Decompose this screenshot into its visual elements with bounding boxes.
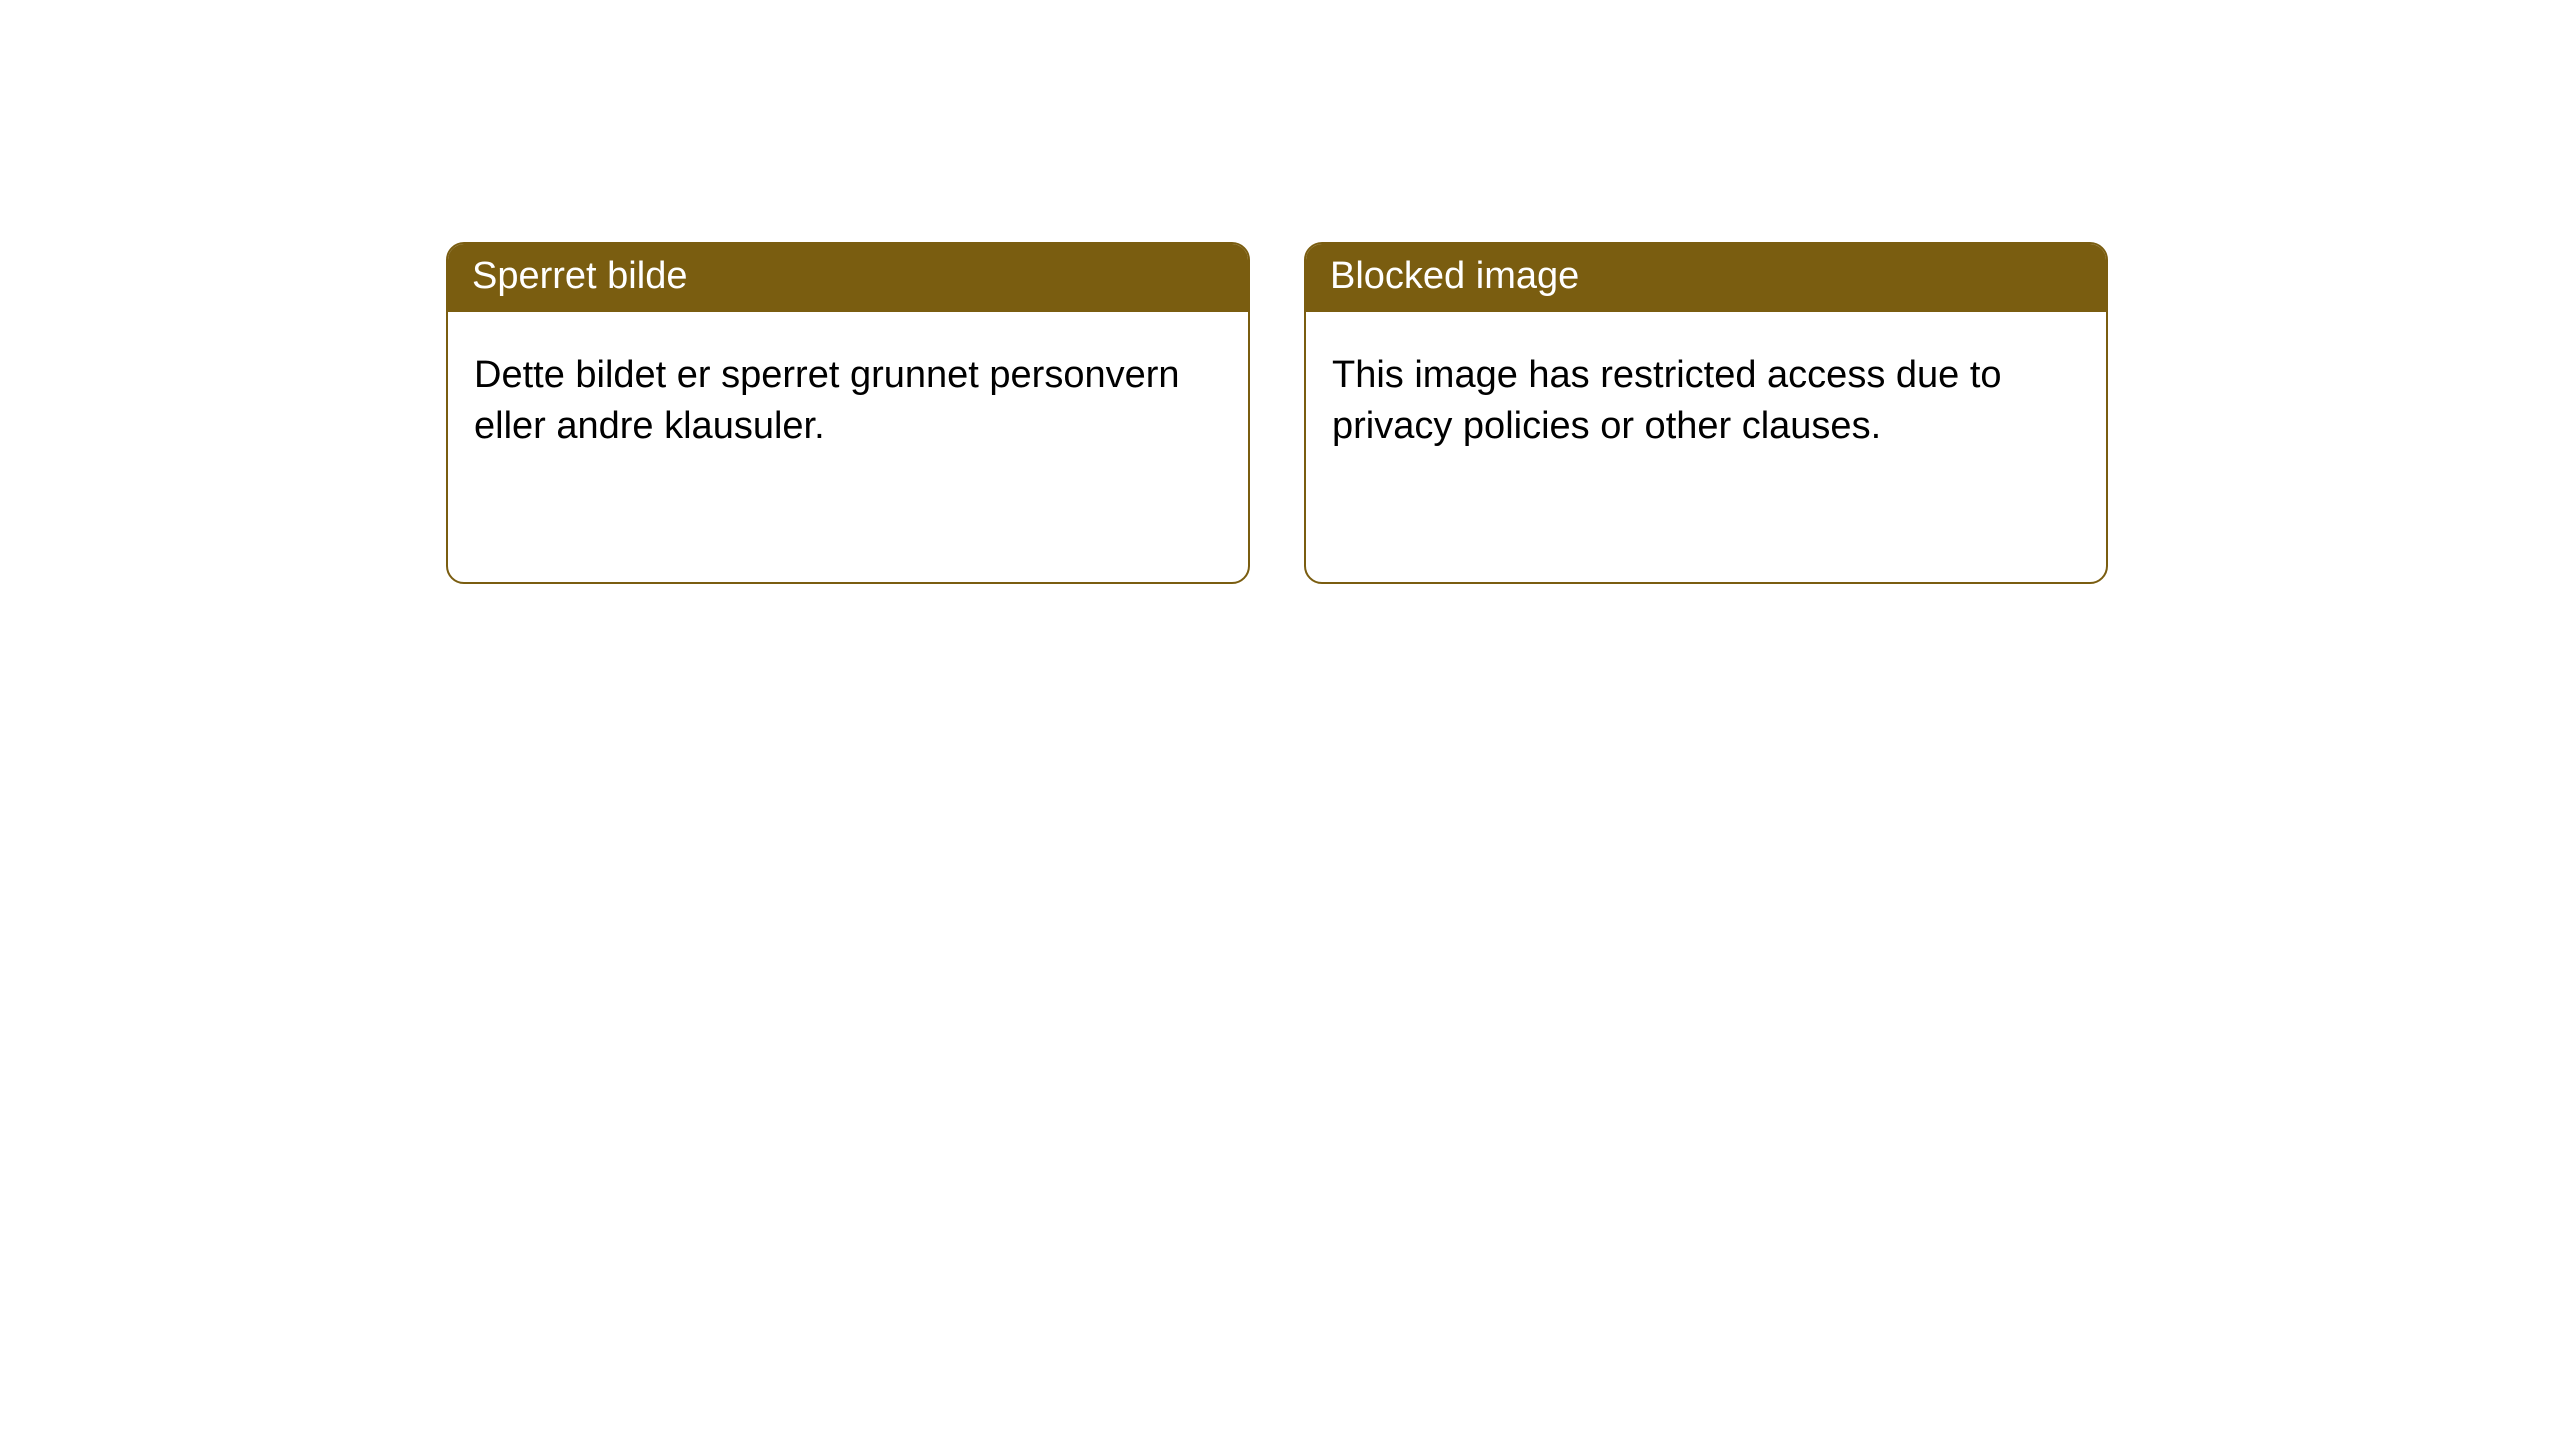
notice-body: This image has restricted access due to … bbox=[1306, 312, 2106, 582]
notice-body: Dette bildet er sperret grunnet personve… bbox=[448, 312, 1248, 582]
notice-header: Blocked image bbox=[1306, 244, 2106, 312]
notice-card-norwegian: Sperret bilde Dette bildet er sperret gr… bbox=[446, 242, 1250, 584]
notice-header: Sperret bilde bbox=[448, 244, 1248, 312]
notice-container: Sperret bilde Dette bildet er sperret gr… bbox=[0, 0, 2560, 584]
notice-card-english: Blocked image This image has restricted … bbox=[1304, 242, 2108, 584]
